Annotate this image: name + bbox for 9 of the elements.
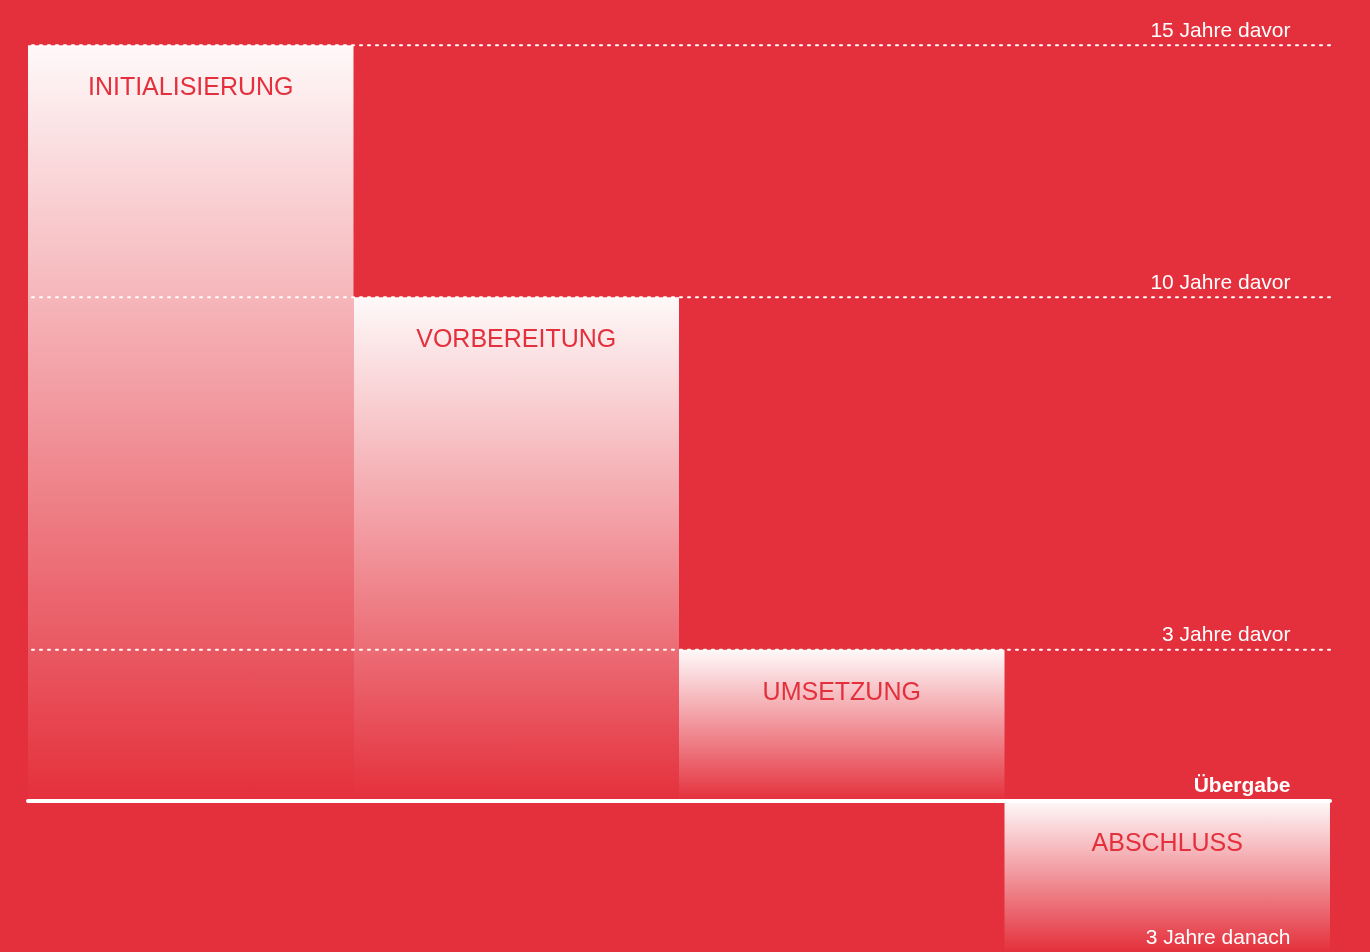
x-tick-label: INITIALISIERUNG — [87, 72, 294, 101]
y-tick-label: 3 Jahre danach — [1145, 924, 1291, 948]
y-tick-label: 10 Jahre davor — [1150, 269, 1291, 293]
y-tick-label: 3 Jahre davor — [1162, 622, 1291, 646]
x-tick-label: ABSCHLUSS — [1091, 827, 1243, 856]
y-tick-label: 15 Jahre davor — [1150, 17, 1291, 41]
x-tick-label: UMSETZUNG — [762, 676, 921, 705]
y-tick-label: Übergabe — [1193, 773, 1291, 797]
x-tick-label: VORBEREITUNG — [416, 324, 617, 353]
